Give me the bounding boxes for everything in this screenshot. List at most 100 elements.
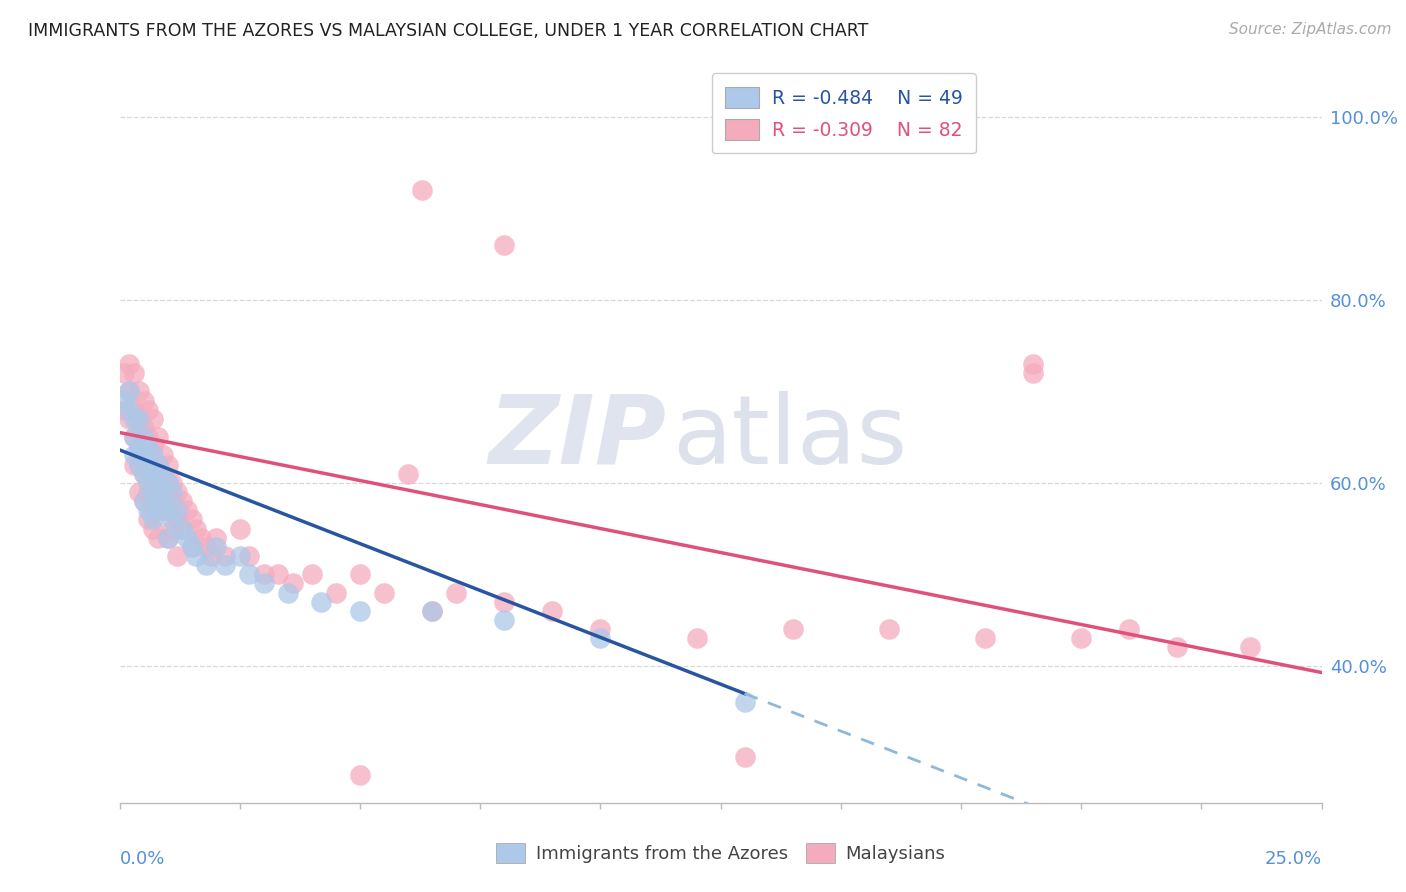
Point	[142, 467, 165, 481]
Point	[128, 439, 150, 453]
Point	[373, 585, 395, 599]
Point	[204, 540, 226, 554]
Point	[238, 549, 260, 563]
Point	[132, 430, 155, 444]
Text: Source: ZipAtlas.com: Source: ZipAtlas.com	[1229, 22, 1392, 37]
Point	[190, 531, 212, 545]
Point	[277, 585, 299, 599]
Point	[589, 632, 612, 646]
Point	[128, 458, 150, 472]
Point	[156, 475, 179, 490]
Point	[122, 430, 145, 444]
Point	[152, 503, 174, 517]
Point	[301, 567, 323, 582]
Point	[122, 448, 145, 462]
Point	[118, 384, 141, 399]
Point	[782, 622, 804, 636]
Point	[112, 366, 135, 380]
Point	[122, 366, 145, 380]
Point	[685, 632, 707, 646]
Text: 0.0%: 0.0%	[120, 850, 165, 868]
Point	[1022, 366, 1045, 380]
Point	[877, 622, 900, 636]
Point	[228, 549, 252, 563]
Point	[132, 448, 155, 462]
Point	[132, 421, 155, 435]
Point	[1022, 357, 1045, 371]
Point	[200, 549, 222, 563]
Point	[1166, 640, 1188, 655]
Point	[195, 540, 218, 554]
Point	[128, 384, 150, 399]
Point	[138, 430, 160, 444]
Point	[128, 412, 150, 426]
Point	[162, 494, 184, 508]
Point	[132, 467, 155, 481]
Point	[253, 576, 276, 591]
Point	[142, 485, 165, 500]
Point	[214, 558, 236, 573]
Point	[142, 512, 165, 526]
Point	[132, 448, 155, 462]
Point	[146, 531, 169, 545]
Point	[170, 521, 193, 535]
Point	[118, 384, 141, 399]
Point	[180, 540, 202, 554]
Point	[974, 632, 997, 646]
Point	[132, 494, 155, 508]
Point	[494, 595, 516, 609]
Point	[253, 567, 276, 582]
Point	[118, 357, 141, 371]
Point	[494, 613, 516, 627]
Point	[128, 439, 150, 453]
Point	[156, 531, 179, 545]
Point	[170, 521, 193, 535]
Point	[122, 412, 145, 426]
Point	[420, 604, 443, 618]
Point	[118, 402, 141, 417]
Point	[146, 430, 169, 444]
Point	[396, 467, 419, 481]
Point	[186, 521, 208, 535]
Point	[176, 503, 198, 517]
Point	[162, 485, 184, 500]
Point	[734, 750, 756, 764]
Point	[146, 458, 169, 472]
Point	[112, 393, 135, 408]
Point	[138, 402, 160, 417]
Point	[146, 458, 169, 472]
Point	[162, 512, 184, 526]
Point	[238, 567, 260, 582]
Point	[214, 549, 236, 563]
Point	[204, 531, 226, 545]
Point	[142, 448, 165, 462]
Point	[122, 402, 145, 417]
Point	[138, 485, 160, 500]
Legend: Immigrants from the Azores, Malaysians: Immigrants from the Azores, Malaysians	[489, 836, 952, 871]
Point	[162, 521, 184, 535]
Point	[180, 540, 202, 554]
Text: atlas: atlas	[672, 391, 908, 483]
Point	[138, 458, 160, 472]
Point	[156, 458, 179, 472]
Point	[734, 695, 756, 709]
Text: IMMIGRANTS FROM THE AZORES VS MALAYSIAN COLLEGE, UNDER 1 YEAR CORRELATION CHART: IMMIGRANTS FROM THE AZORES VS MALAYSIAN …	[28, 22, 869, 40]
Point	[152, 494, 174, 508]
Point	[142, 467, 165, 481]
Point	[138, 458, 160, 472]
Point	[411, 183, 433, 197]
Point	[281, 576, 304, 591]
Point	[132, 494, 155, 508]
Point	[166, 485, 188, 500]
Point	[142, 439, 165, 453]
Point	[128, 412, 150, 426]
Point	[228, 521, 252, 535]
Point	[349, 567, 371, 582]
Point	[444, 585, 467, 599]
Point	[420, 604, 443, 618]
Point	[138, 439, 160, 453]
Point	[349, 768, 371, 782]
Point	[132, 393, 155, 408]
Point	[166, 503, 188, 517]
Point	[267, 567, 290, 582]
